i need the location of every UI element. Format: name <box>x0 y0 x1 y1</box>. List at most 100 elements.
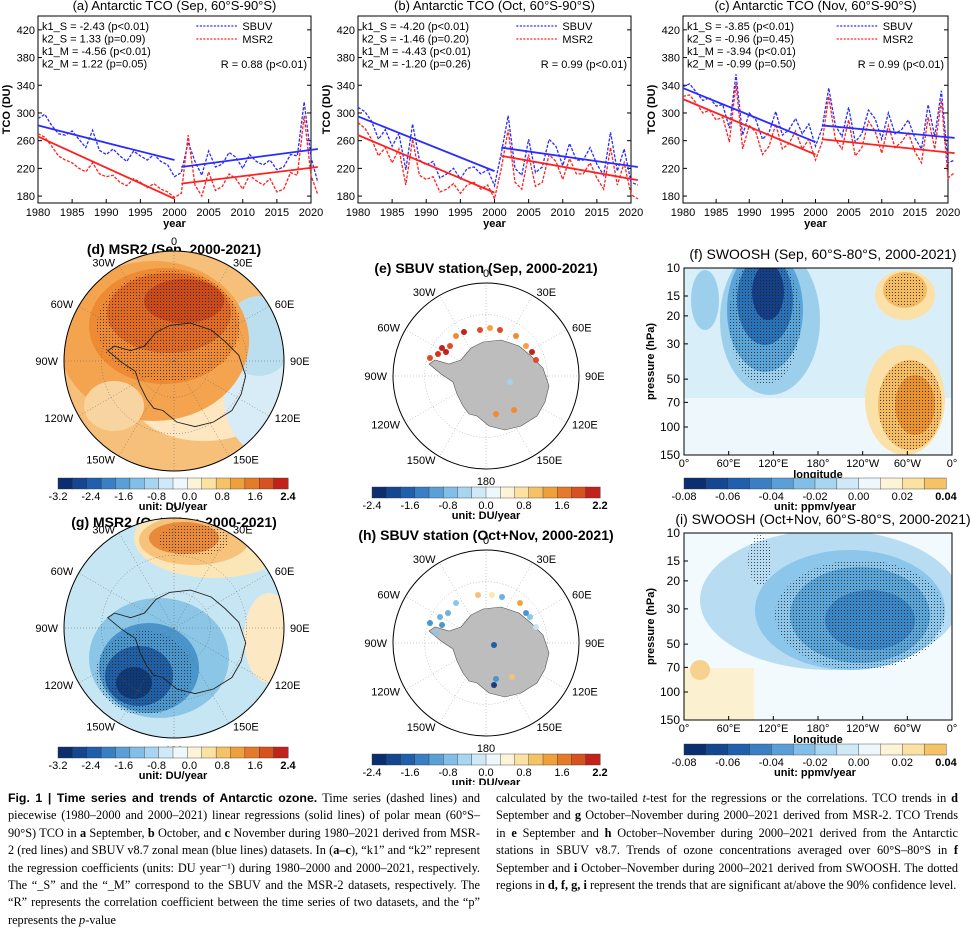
colorbar-swatch <box>485 486 501 499</box>
colorbar-tick-label: 0.04 <box>935 757 957 769</box>
caption-segment: ), “k1” and “k2” represent the regressio… <box>8 843 480 927</box>
longitude-label: 90E <box>290 356 310 368</box>
regression-line-sbuv <box>501 146 638 168</box>
figure-caption-left: Fig. 1 | Time series and trends of Antar… <box>8 790 480 929</box>
y-tick-label: 340 <box>662 80 680 92</box>
colorbar-swatch <box>215 477 232 490</box>
longitude-label: 90E <box>585 638 605 650</box>
caption-segment: -value <box>85 912 116 927</box>
caption-segment: p <box>79 912 86 927</box>
x-tick-label: 0° <box>947 458 958 470</box>
colorbar-tick-label: -3.2 <box>49 760 68 772</box>
colorbar-tick-label: -0.8 <box>439 767 458 779</box>
latitude-circle <box>137 324 211 398</box>
colorbar-swatch <box>443 486 459 499</box>
series-line-msr2 <box>37 115 319 199</box>
caption-segment: calculated by the two-tailed <box>496 791 643 805</box>
colorbar-swatch <box>792 743 816 756</box>
correlation-stat: R = 0.99 (p<0.01) <box>541 59 627 71</box>
section-field <box>684 533 952 720</box>
colorbar-swatch <box>457 753 473 766</box>
station-marker <box>461 329 467 335</box>
colorbar-tick-label: -2.4 <box>363 500 382 512</box>
colorbar-tick-label: 0.0 <box>478 767 493 779</box>
colorbar-swatch <box>771 477 794 490</box>
colorbar-tick-label: -1.6 <box>114 491 133 503</box>
x-tick-label: 2020 <box>936 207 960 219</box>
station-marker <box>445 610 451 616</box>
longitude-label: 150W <box>407 722 436 734</box>
colorbar-swatch <box>858 477 882 490</box>
longitude-label: 120E <box>572 687 598 699</box>
x-tick-label: 2000 <box>803 207 827 219</box>
colorbar-tick-label: 0.0 <box>182 760 197 772</box>
regression-line-msr2 <box>501 155 638 182</box>
station-marker <box>427 620 433 626</box>
x-tick-label: 180° <box>807 723 830 735</box>
colorbar-tick-label: -0.06 <box>715 491 740 503</box>
regression-stat: k1_M = -4.56 (p<0.01) <box>42 46 151 58</box>
longitude-label: 120W <box>45 680 74 692</box>
station-marker <box>507 379 513 385</box>
colorbar-swatch <box>836 743 860 756</box>
caption-segment: September and <box>496 808 575 823</box>
colorbar-swatch <box>902 477 925 490</box>
colorbar-swatch <box>571 486 587 499</box>
legend-label: MSR2 <box>562 34 593 46</box>
station-marker <box>523 343 529 349</box>
meridian <box>78 572 175 629</box>
x-tick-label: 2000 <box>162 207 186 219</box>
y-tick-label: 220 <box>337 163 355 175</box>
longitude-label: 30W <box>413 287 436 299</box>
colorbar-swatch <box>57 477 73 490</box>
colorbar-swatch <box>244 746 260 759</box>
colorbar-swatch <box>771 743 794 756</box>
meridian <box>118 532 175 629</box>
pressure-section-f: (f) SWOOSH (Sep, 60°S-80°S, 2000-2021) 10… <box>645 246 958 481</box>
caption-segment: a–c <box>333 843 351 858</box>
meridian <box>78 305 175 362</box>
colorbar-swatch <box>500 753 516 766</box>
significance-stippling <box>885 274 925 306</box>
panel-title: (h) SBUV station (Oct+Nov, 2000-2021) <box>358 527 613 543</box>
longitude-label: 60W <box>377 590 400 602</box>
regression-line-sbuv <box>682 87 816 143</box>
colorbar-swatch <box>386 486 402 499</box>
y-tick-label: 100 <box>660 685 680 699</box>
station-marker <box>527 614 533 620</box>
colorbar-tick-label: 1.6 <box>247 760 262 772</box>
y-tick-label: 180 <box>662 191 680 203</box>
series-line-sbuv <box>37 101 319 183</box>
colorbar-unit: unit: ppmv/year <box>774 767 857 779</box>
y-tick-label: 150 <box>660 448 680 462</box>
colorbar-tick-label: -0.02 <box>802 757 827 769</box>
colorbar-swatch <box>72 746 88 759</box>
y-tick-label: 380 <box>337 53 355 65</box>
colorbar-swatch <box>858 743 882 756</box>
colorbar-tick-label: 0.0 <box>478 500 493 512</box>
x-tick-label: 120°E <box>758 458 788 470</box>
colorbar-swatch <box>557 753 573 766</box>
station-marker <box>439 622 445 628</box>
colorbar-swatch <box>371 486 387 499</box>
colorbar-swatch <box>880 477 903 490</box>
x-tick-label: 2010 <box>551 207 575 219</box>
x-axis-label: year <box>804 218 827 230</box>
colorbar-swatch <box>500 486 516 499</box>
x-tick-label: 1985 <box>60 207 84 219</box>
caption-segment: September and <box>496 860 574 875</box>
colorbar-i: -0.08 -0.06 -0.04 -0.02 0.00 0.02 0.04 unit: pp… <box>671 743 958 779</box>
colorbar-swatch <box>514 753 530 766</box>
x-tick-label: 1980 <box>26 207 50 219</box>
antarctica-landmass <box>428 339 550 431</box>
colorbar-swatch <box>514 486 530 499</box>
y-tick-label: 380 <box>17 53 35 65</box>
x-tick-label: 1990 <box>414 207 438 219</box>
meridian <box>173 532 230 629</box>
colorbar-swatch <box>902 743 925 756</box>
legend-label: MSR2 <box>242 34 273 46</box>
regression-line-msr2 <box>37 135 175 200</box>
colorbar-swatch <box>187 746 203 759</box>
colorbar-swatch <box>259 746 275 759</box>
colorbar-swatch <box>115 746 131 759</box>
